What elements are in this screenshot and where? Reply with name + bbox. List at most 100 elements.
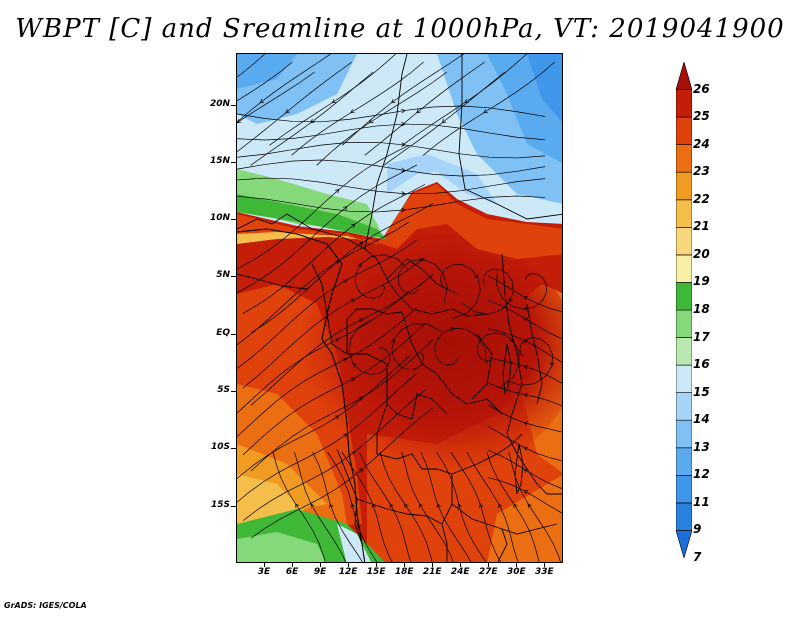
lon-tick-label: 18E <box>394 567 414 577</box>
streamline-arrow <box>436 503 441 509</box>
streamline <box>237 105 546 123</box>
streamline <box>237 195 546 213</box>
streamline-arrow <box>401 122 406 127</box>
lon-tick-mark <box>376 563 378 567</box>
streamline <box>237 221 410 346</box>
streamline-arrow <box>508 297 513 303</box>
colorbar-level-label: 23 <box>693 164 710 179</box>
streamline-arrow <box>342 357 348 362</box>
colorbar-swatch <box>676 447 692 476</box>
streamline <box>466 451 519 562</box>
lat-tick-label: 15S <box>210 499 230 510</box>
colorbar-level-label: 25 <box>693 109 710 124</box>
coastline <box>237 228 366 562</box>
streamline <box>237 144 410 270</box>
streamline-arrow <box>342 279 348 284</box>
streamline-arrow <box>523 306 528 311</box>
streamline-arrow <box>523 364 529 370</box>
streamline-arrow <box>391 338 396 343</box>
lon-tick-mark <box>432 563 434 567</box>
lon-tick-mark <box>320 563 322 567</box>
colorbar-level-label: 24 <box>693 136 710 151</box>
streamline <box>461 268 514 315</box>
lat-tick-label: 10N <box>209 213 230 224</box>
lon-tick-label: 30E <box>506 567 526 577</box>
streamline <box>237 372 418 503</box>
streamline-arrow <box>329 503 334 509</box>
colorbar-swatch <box>676 89 692 118</box>
streamline-arrow <box>483 109 488 114</box>
streamline-arrow <box>401 167 406 173</box>
streamline-arrow <box>310 503 315 509</box>
streamline-arrow <box>358 468 364 473</box>
streamline <box>316 71 448 166</box>
lat-tick-mark <box>231 219 236 221</box>
streamline-arrow <box>401 108 406 114</box>
country-borders <box>237 54 562 562</box>
streamline-arrow <box>350 223 356 228</box>
colorbar-level-label: 9 <box>693 522 702 537</box>
lat-tick-label: 5N <box>216 270 230 281</box>
streamline <box>237 307 418 438</box>
lon-tick-label: 9E <box>313 567 327 577</box>
streamline-arrow <box>352 362 357 368</box>
colorbar-swatch <box>676 282 692 311</box>
streamline-arrow <box>259 98 265 104</box>
streamline <box>487 300 562 340</box>
lon-tick-label: 6E <box>285 567 299 577</box>
colorbar-level-label: 13 <box>693 439 710 454</box>
colorbar-swatch <box>676 502 692 531</box>
streamline-arrow <box>334 338 340 343</box>
streamline <box>506 337 553 386</box>
colorbar-level-label: 11 <box>693 494 710 509</box>
colorbar-swatch <box>676 392 692 421</box>
colorbar-swatch <box>676 254 692 283</box>
streamline <box>434 327 487 366</box>
streamline-arrow <box>358 241 364 246</box>
streamline <box>422 61 555 156</box>
lat-tick-mark <box>231 448 236 450</box>
streamline <box>242 323 426 456</box>
streamline <box>250 203 434 333</box>
streamline <box>355 254 409 299</box>
lake-outline <box>502 343 512 395</box>
lat-tick-label: 5S <box>217 385 230 396</box>
lon-tick-label: 12E <box>338 567 358 577</box>
streamline-arrow <box>523 317 529 322</box>
streamline-arrow <box>335 188 340 194</box>
streamline <box>237 239 418 369</box>
colorbar-swatch <box>676 337 692 366</box>
streamline <box>237 355 410 480</box>
colorbar-swatch <box>676 419 692 449</box>
streamline-arrow <box>457 503 462 508</box>
streamline-arrow <box>350 298 356 303</box>
colorbar-swatch <box>676 309 692 338</box>
lon-tick-label: 24E <box>450 567 470 577</box>
streamline-arrow <box>419 503 424 509</box>
streamline-arrow <box>523 393 528 398</box>
streamline <box>379 451 433 562</box>
grads-credit: GrADS: IGES/COLA <box>4 601 87 610</box>
colorbar-level-label: 15 <box>693 384 710 399</box>
streamline <box>401 451 454 562</box>
lon-tick-mark <box>404 563 406 567</box>
streamline <box>341 451 393 562</box>
lat-tick-label: 15N <box>209 155 230 166</box>
lon-tick-label: 21E <box>422 567 442 577</box>
lon-tick-mark <box>488 563 490 567</box>
streamline-arrow <box>350 503 355 508</box>
streamline-arrow <box>343 206 348 211</box>
streamline-arrow <box>523 468 529 473</box>
streamline-arrow <box>390 98 396 104</box>
streamline-arrow <box>509 337 515 342</box>
lat-tick-label: 10S <box>210 442 230 453</box>
colorbar-level-label: 26 <box>693 81 710 96</box>
wbpt-21-north-edge <box>237 232 377 244</box>
streamline <box>237 54 332 123</box>
streamline <box>436 451 487 562</box>
streamline-arrow <box>416 108 421 114</box>
colorbar-swatch <box>676 227 692 256</box>
lon-tick-label: 15E <box>366 567 386 577</box>
streamline-arrow <box>523 490 529 495</box>
streamline <box>486 451 540 562</box>
